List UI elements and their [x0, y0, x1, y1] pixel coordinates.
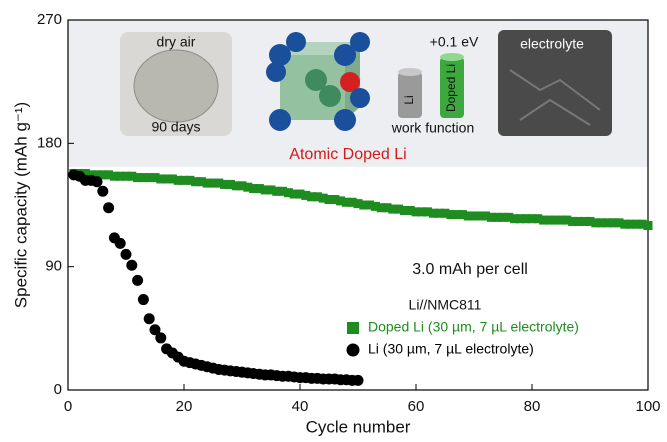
x-axis-label: Cycle number [306, 417, 411, 436]
li-cylinder [398, 72, 422, 118]
point [92, 176, 103, 187]
point [353, 375, 364, 386]
li-disc [134, 50, 218, 122]
chart: dry air 90 days +0.1 eV Li Doped Li work… [0, 0, 667, 442]
annotation: 90 days [151, 119, 200, 135]
legend-swatch [347, 322, 359, 334]
y-tick-label: 270 [37, 11, 62, 28]
legend-label: Doped Li (30 µm, 7 µL electrolyte) [368, 319, 579, 335]
point [103, 202, 114, 213]
y-tick-label: 0 [54, 381, 62, 398]
li-cylinder-top [398, 68, 422, 76]
y-axis-label: Specific capacity (mAh g⁻¹) [11, 102, 30, 308]
point [126, 260, 137, 271]
y-tick-label: 180 [37, 134, 62, 151]
crystal [266, 32, 370, 131]
point [144, 313, 155, 324]
x-tick-label: 100 [635, 398, 660, 415]
point [132, 275, 143, 286]
doped-cylinder-top [440, 53, 464, 61]
x-tick-label: 60 [408, 398, 425, 415]
point [121, 249, 132, 260]
annotation: +0.1 eV [430, 34, 479, 50]
point [97, 186, 108, 197]
legend-swatch [347, 344, 360, 357]
x-tick-label: 20 [176, 398, 193, 415]
x-tick-label: 40 [292, 398, 309, 415]
x-tick-label: 80 [524, 398, 541, 415]
point [644, 221, 653, 230]
annotation: Li [402, 95, 416, 104]
annotation: electrolyte [520, 36, 584, 52]
annotation: Atomic Doped Li [289, 146, 406, 163]
point [155, 332, 166, 343]
point [138, 294, 149, 305]
legend-title: Li//NMC811 [409, 297, 482, 313]
x-tick-label: 0 [64, 398, 72, 415]
annotation: work function [391, 120, 474, 136]
annotation: Doped Li [444, 64, 458, 112]
annotation: dry air [157, 34, 196, 50]
legend-label: Li (30 µm, 7 µL electrolyte) [368, 341, 534, 357]
annotation: 3.0 mAh per cell [412, 261, 528, 278]
point [115, 238, 126, 249]
y-tick-label: 90 [45, 258, 62, 275]
